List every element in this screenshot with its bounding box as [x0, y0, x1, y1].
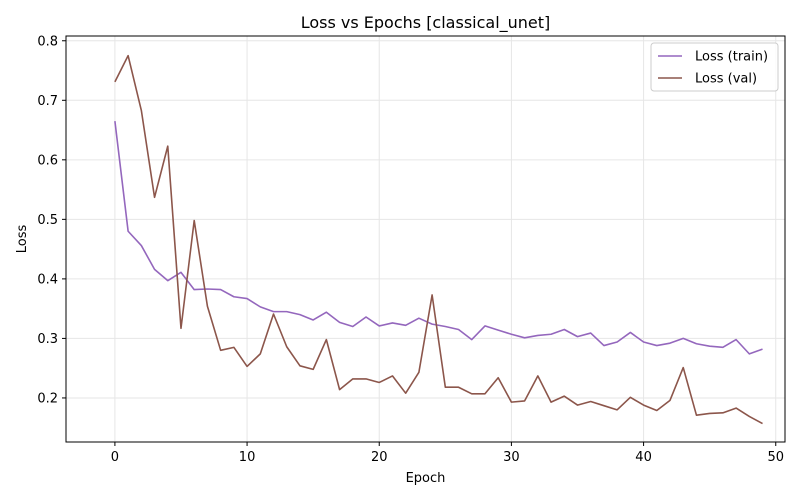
chart-title: Loss vs Epochs [classical_unet]	[301, 13, 551, 33]
grid	[66, 36, 785, 442]
axis-ticks: 0 10 20 30 40 50 0.2 0.3 0.4 0.5 0.6 0.7 0.8	[37, 34, 784, 465]
x-tick-label: 0	[111, 450, 119, 465]
x-tick-label: 30	[503, 450, 520, 465]
legend-label: Loss (train)	[695, 50, 768, 65]
y-tick-label: 0.3	[37, 332, 58, 347]
x-tick-label: 20	[371, 450, 388, 465]
series-line-train	[114, 121, 763, 355]
y-tick-label: 0.2	[37, 391, 58, 406]
y-tick-label: 0.8	[37, 34, 58, 49]
x-tick-label: 10	[239, 450, 256, 465]
x-axis-label: Epoch	[406, 471, 446, 486]
legend-box	[650, 42, 779, 92]
series-lines	[114, 54, 763, 425]
y-tick-label: 0.7	[37, 94, 58, 109]
y-tick-label: 0.4	[37, 272, 58, 287]
x-tick-label: 40	[635, 450, 652, 465]
x-tick-label: 50	[767, 450, 784, 465]
y-axis-label: Loss	[15, 225, 30, 254]
series-line-val	[114, 54, 763, 425]
legend-label: Loss (val)	[695, 72, 757, 87]
legend: Loss (train) Loss (val)	[650, 42, 779, 92]
y-tick-label: 0.6	[37, 153, 58, 168]
y-tick-label: 0.5	[37, 213, 58, 228]
plot-area-frame	[65, 35, 786, 443]
